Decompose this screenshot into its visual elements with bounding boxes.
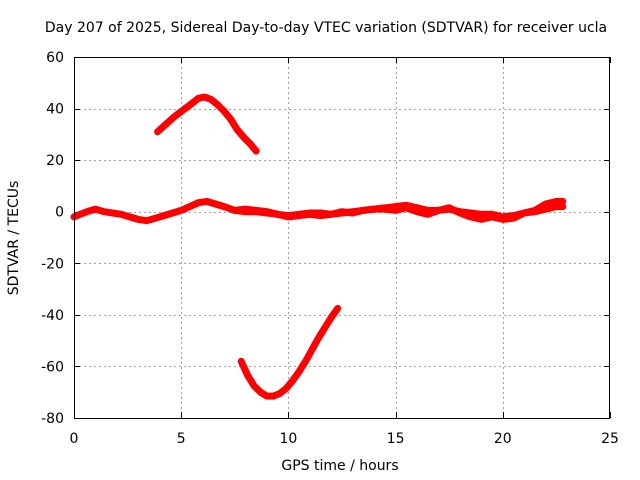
y-axis-label: SDTVAR / TECUs xyxy=(6,181,22,296)
y-tick-label: -80 xyxy=(41,411,64,427)
chart-title: Day 207 of 2025, Sidereal Day-to-day VTE… xyxy=(45,20,607,36)
x-tick-label: 10 xyxy=(279,431,297,447)
grid xyxy=(74,57,610,418)
y-tick-label: -40 xyxy=(41,308,64,324)
x-tick-label: 5 xyxy=(177,431,186,447)
y-tick-label: -60 xyxy=(41,359,64,375)
x-tick-label: 20 xyxy=(494,431,512,447)
y-tick-labels: -80 -60 -40 -20 0 20 40 60 xyxy=(41,50,64,427)
axis-ticks xyxy=(74,57,611,419)
x-tick-labels: 0 5 10 15 20 25 xyxy=(70,431,619,447)
y-tick-label: 0 xyxy=(55,205,64,221)
series-baseline-track-2 xyxy=(231,197,567,223)
series-arc-high xyxy=(154,93,260,155)
y-tick-label: 40 xyxy=(46,102,64,118)
plot-frame xyxy=(74,57,610,419)
x-tick-label: 0 xyxy=(70,431,79,447)
x-tick-label: 15 xyxy=(387,431,405,447)
series-group xyxy=(70,93,567,400)
y-tick-label: -20 xyxy=(41,256,64,272)
x-axis-label: GPS time / hours xyxy=(281,458,398,474)
y-tick-label: 60 xyxy=(46,50,64,66)
y-tick-label: 20 xyxy=(46,153,64,169)
x-tick-label: 25 xyxy=(601,431,619,447)
series-arc-low xyxy=(237,304,342,400)
